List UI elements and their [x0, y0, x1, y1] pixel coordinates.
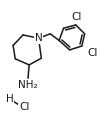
Text: Cl: Cl — [19, 102, 29, 112]
Text: Cl: Cl — [72, 12, 82, 22]
Text: N: N — [35, 33, 42, 43]
Text: Cl: Cl — [88, 48, 98, 58]
Text: NH₂: NH₂ — [18, 80, 38, 90]
Text: H: H — [6, 94, 14, 104]
